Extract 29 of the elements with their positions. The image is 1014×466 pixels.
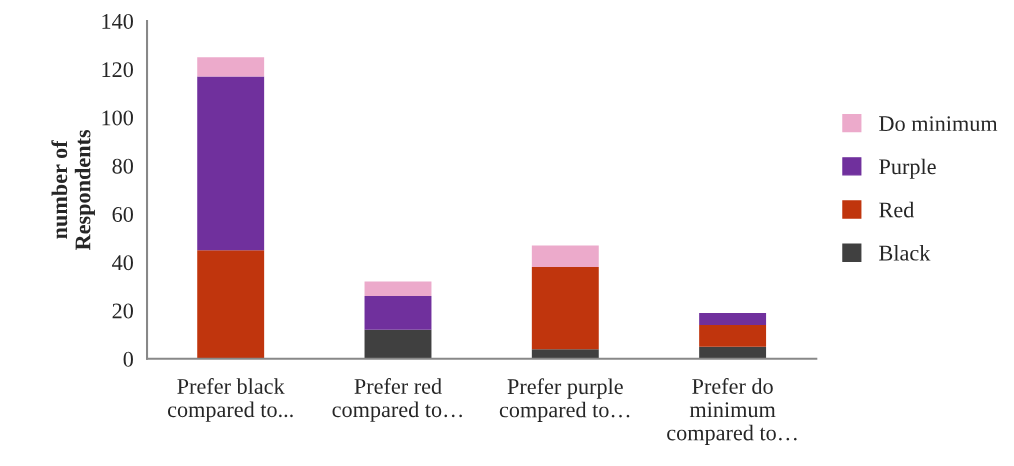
x-tick-label: Prefer purple compared to… bbox=[499, 378, 630, 422]
bar bbox=[531, 349, 599, 359]
y-tick-label: 0 bbox=[123, 351, 133, 367]
bar bbox=[197, 57, 265, 77]
bar bbox=[364, 329, 432, 359]
y-tick-label: 40 bbox=[112, 255, 133, 271]
y-axis-title: number of Respondents bbox=[51, 129, 95, 251]
bar bbox=[197, 250, 265, 359]
bar bbox=[197, 76, 265, 251]
bar bbox=[699, 325, 767, 347]
y-tick-label: 120 bbox=[102, 62, 133, 78]
bar bbox=[699, 346, 767, 359]
y-tick-label: 100 bbox=[102, 110, 133, 126]
y-tick-label: 140 bbox=[102, 13, 133, 29]
legend-label: Purple bbox=[879, 158, 936, 179]
bar bbox=[364, 281, 432, 297]
bar bbox=[531, 245, 599, 268]
x-tick-label: Prefer black compared to... bbox=[167, 378, 293, 422]
bar bbox=[699, 312, 767, 326]
y-tick-label: 80 bbox=[112, 158, 133, 174]
x-tick-label: Prefer do minimum compared to… bbox=[667, 378, 797, 445]
bar bbox=[531, 267, 599, 350]
x-tick-label: Prefer red compared to… bbox=[332, 378, 462, 422]
bar bbox=[364, 296, 432, 330]
y-tick-label: 20 bbox=[112, 303, 133, 319]
legend-label: Do minimum bbox=[879, 116, 998, 132]
y-tick-label: 60 bbox=[112, 206, 133, 222]
legend-label: Red bbox=[879, 201, 915, 218]
legend-label: Black bbox=[879, 244, 931, 261]
